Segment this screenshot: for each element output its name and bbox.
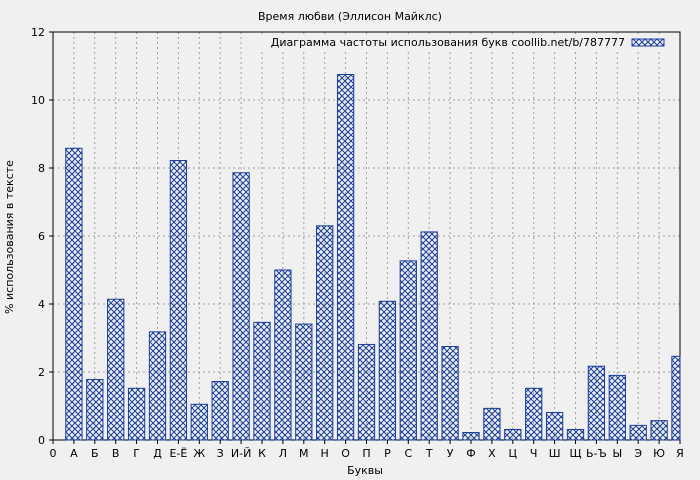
bar-А [65, 147, 83, 441]
legend-label: Диаграмма частоты использования букв coo… [271, 36, 625, 49]
bar-З [211, 381, 229, 441]
bar-В [107, 298, 125, 441]
x-tick-label: Ю [653, 447, 665, 460]
bar-У [441, 346, 459, 441]
bar-Н [316, 225, 334, 441]
x-tick-label: Ж [193, 447, 205, 460]
bar-Ш [545, 411, 564, 441]
bar-Ц [504, 428, 522, 441]
y-tick-label: 0 [38, 434, 45, 447]
x-tick-label: Г [133, 447, 140, 460]
y-tick-label: 4 [38, 298, 45, 311]
x-tick-label: В [112, 447, 120, 460]
x-tick-label: 0 [50, 447, 57, 460]
x-tick-label: А [70, 447, 78, 460]
x-tick-label: Щ [569, 447, 581, 460]
bar-Л [274, 269, 292, 441]
y-tick-label: 2 [38, 366, 45, 379]
y-tick-label: 8 [38, 162, 45, 175]
x-tick-label: Н [321, 447, 329, 460]
bar-Д [148, 331, 167, 441]
bar-Р [378, 300, 397, 441]
x-tick-label: Е-Ё [169, 447, 187, 460]
x-tick-label: О [341, 447, 350, 460]
bar-Ю [650, 420, 668, 441]
bar-Т [420, 231, 438, 441]
legend: Диаграмма частоты использования букв coo… [258, 34, 678, 51]
bar-Б [86, 378, 104, 441]
bar-Х [483, 407, 501, 441]
x-tick-label: Ц [509, 447, 518, 460]
bar-Ч [525, 387, 543, 441]
y-tick-label: 12 [31, 26, 45, 39]
x-axis-label: Буквы [347, 464, 383, 477]
bar-С [399, 260, 417, 441]
x-tick-label: З [217, 447, 224, 460]
bar-Ф [462, 432, 480, 441]
bar-Щ [566, 428, 585, 441]
bar-П [357, 343, 376, 441]
legend-swatch [631, 38, 665, 47]
bar-Е-Ё [169, 160, 188, 441]
bar-И-Й [232, 172, 250, 441]
x-tick-label: Р [384, 447, 391, 460]
bar-Ь-Ъ [587, 365, 606, 441]
x-tick-label: Я [676, 447, 684, 460]
x-tick-label: Л [279, 447, 287, 460]
x-tick-label: Ч [530, 447, 538, 460]
x-tick-label: Т [425, 447, 433, 460]
y-axis: 0 2 4 6 8 10 12 [31, 26, 53, 447]
x-tick-label: Б [91, 447, 99, 460]
y-tick-label: 10 [31, 94, 45, 107]
bar-Г [127, 387, 146, 441]
x-tick-label: Д [153, 447, 162, 460]
bar-О [336, 74, 355, 441]
x-tick-label: Ф [466, 447, 475, 460]
bar-М [295, 323, 313, 441]
x-tick-label: Ы [612, 447, 622, 460]
chart-title: Время любви (Эллисон Майклс) [258, 10, 442, 23]
bar-Э [629, 424, 647, 441]
x-tick-label: К [258, 447, 266, 460]
x-tick-label: Э [634, 447, 642, 460]
legend-background [258, 34, 678, 51]
x-tick-label: Ш [549, 447, 561, 460]
x-axis: 0 А Б В Г Д Е-Ё Ж З И-Й К Л М Н О П Р С Т У Ф Х Ц Ч Ш Щ Ь-Ъ Ы Э Ю Я [50, 440, 684, 460]
x-tick-label: У [447, 447, 454, 460]
x-tick-label: И-Й [231, 447, 251, 460]
x-tick-label: П [362, 447, 370, 460]
y-tick-label: 6 [38, 230, 45, 243]
bar-К [253, 321, 271, 441]
bar-Я [671, 355, 681, 441]
x-tick-label: Х [488, 447, 496, 460]
bar-Ы [608, 374, 626, 441]
x-tick-label: Ь-Ъ [586, 447, 607, 460]
bars [65, 74, 681, 441]
x-tick-label: С [404, 447, 412, 460]
x-tick-label: М [299, 447, 309, 460]
y-axis-label: % использования в тексте [3, 160, 16, 314]
bar-Ж [190, 403, 208, 441]
